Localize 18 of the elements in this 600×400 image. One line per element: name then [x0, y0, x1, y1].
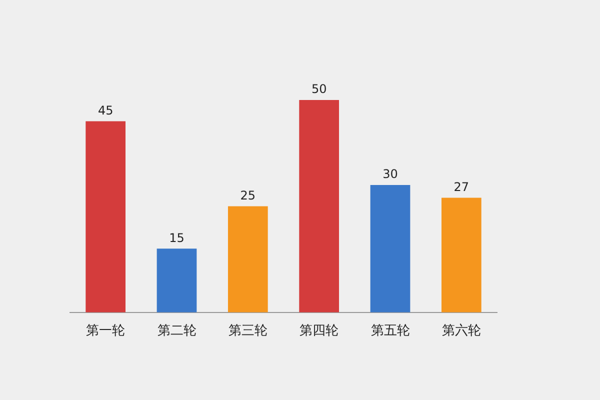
bar: [228, 206, 268, 312]
bar: [370, 184, 410, 312]
data-label: 15: [169, 230, 184, 245]
x-tick-label: 第三轮: [228, 324, 268, 339]
data-label: 45: [98, 103, 114, 118]
x-tick-label: 第二轮: [157, 324, 196, 339]
bar: [441, 198, 482, 312]
x-tick-label: 第四轮: [300, 324, 339, 339]
data-label: 25: [240, 188, 256, 202]
bar: [156, 248, 197, 312]
data-label: 50: [311, 82, 327, 96]
x-tick-label: 第一轮: [86, 324, 126, 339]
bar: [299, 100, 340, 312]
x-tick-label: 第五轮: [370, 324, 410, 339]
bar: [86, 121, 126, 312]
data-label: 30: [382, 167, 398, 182]
x-tick-label: 第六轮: [442, 324, 481, 339]
data-label: 27: [454, 180, 470, 194]
